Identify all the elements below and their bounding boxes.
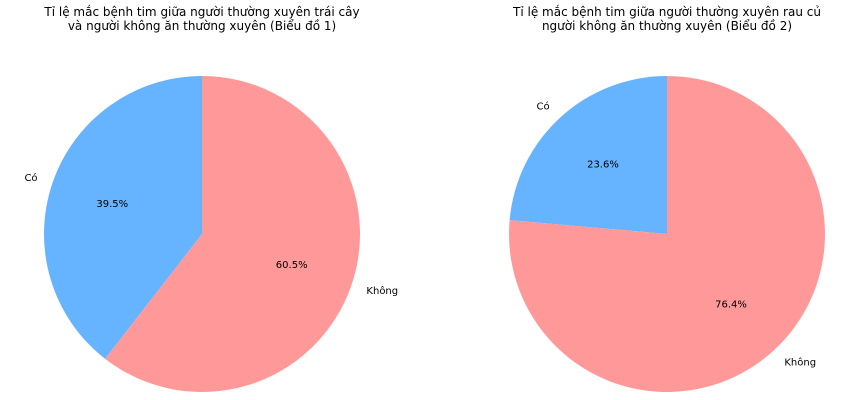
chart-2-percent-label-2: 76.4% [715, 299, 747, 310]
chart-1-title-line-2: và người không ăn thường xuyên (Biểu đồ … [68, 19, 336, 33]
chart-1-percent-label-2: 60.5% [276, 260, 308, 271]
chart-2-slices: 23.6% Có 76.4% Không [508, 75, 825, 393]
pie-chart-1: Tỉ lệ mắc bệnh tim giữa người thường xuy… [24, 5, 398, 392]
chart-1-slices: 39.5% Có 60.5% Không [24, 75, 398, 392]
chart-1-slice-2 [105, 75, 361, 392]
chart-1-percent-label-1: 39.5% [96, 199, 128, 210]
pie-chart-2: Tỉ lệ mắc bệnh tim giữa người thường xuy… [508, 5, 825, 393]
chart-2-category-label-2: Không [784, 357, 816, 369]
chart-1-slice-1 [44, 76, 202, 359]
chart-2-percent-label-1: 23.6% [587, 160, 619, 171]
chart-2-slice-1 [509, 75, 667, 234]
chart-2-category-label-1: Có [537, 100, 550, 112]
chart-1-category-label-2: Không [366, 285, 398, 297]
chart-1-category-label-1: Có [24, 172, 37, 184]
chart-1-title-line-1: Tỉ lệ mắc bệnh tim giữa người thường xuy… [43, 5, 359, 19]
chart-2-title-line-1: Tỉ lệ mắc bệnh tim giữa người thường xuy… [512, 5, 821, 19]
chart-2-title-line-2: người không ăn thường xuyên (Biểu đồ 2) [542, 19, 792, 33]
chart-2-slice-2 [508, 76, 825, 393]
